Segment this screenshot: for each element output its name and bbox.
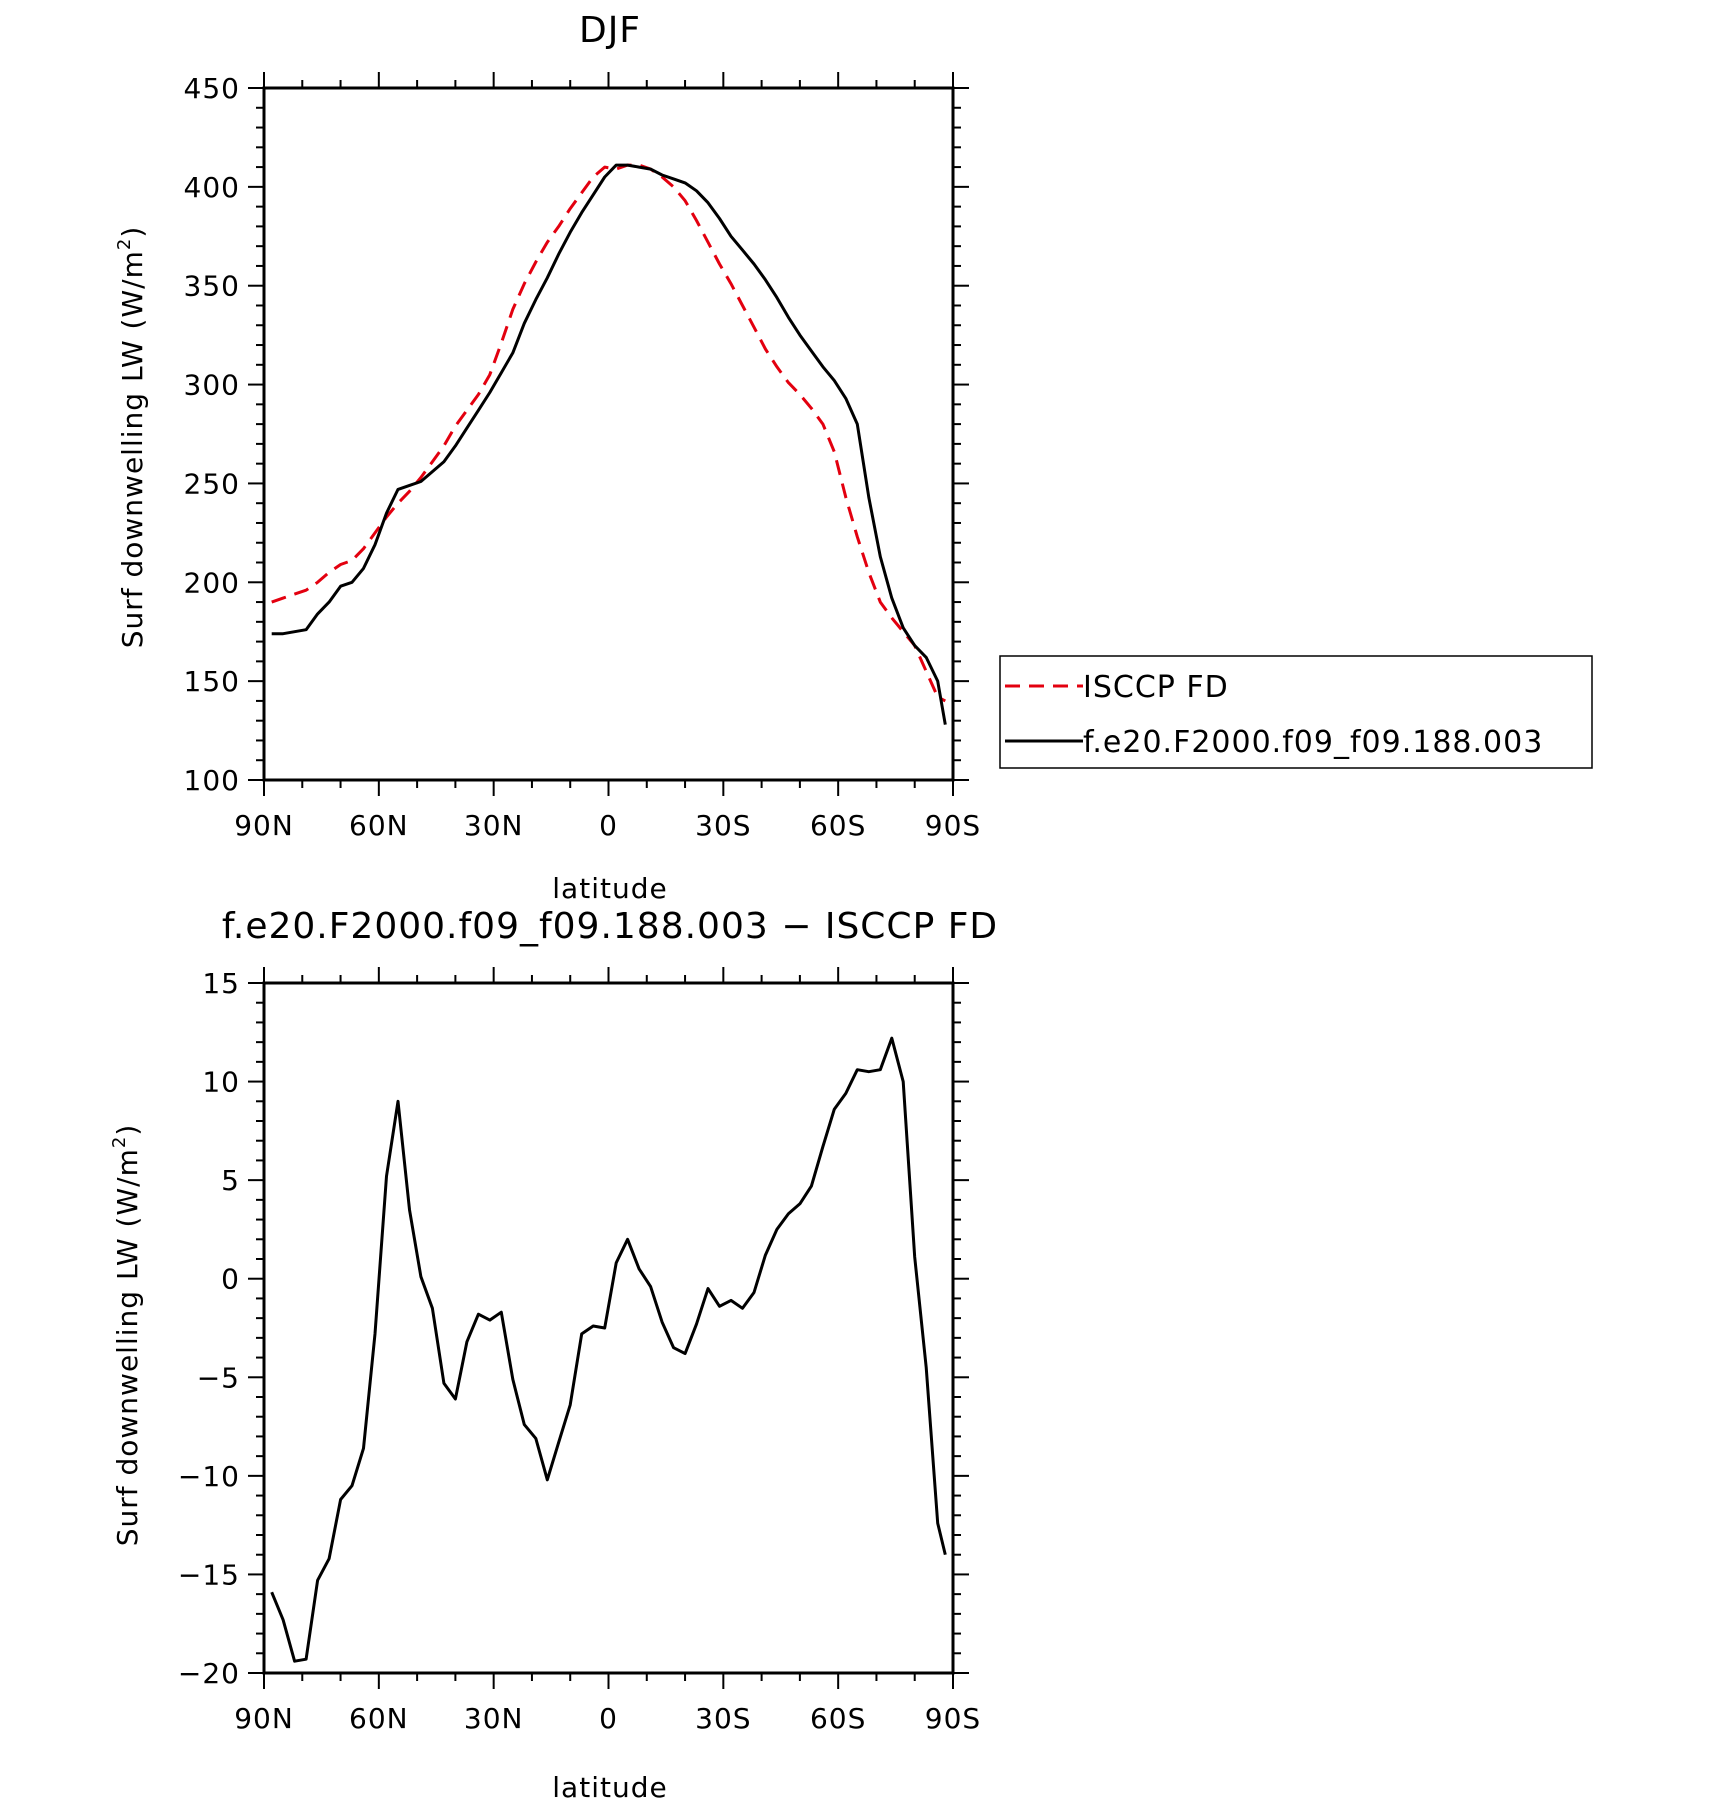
x-tick-label: 60N bbox=[349, 1702, 409, 1735]
top-series bbox=[271, 163, 947, 725]
bottom-series bbox=[270, 1036, 947, 1663]
y-tick-label: 250 bbox=[184, 467, 240, 500]
x-tick-label: 60S bbox=[810, 1702, 866, 1735]
bottom-y-axis-label-main: Surf downwelling LW (W/m bbox=[111, 1148, 144, 1546]
bottom-y-axis-label-sup: 2 bbox=[109, 1136, 130, 1148]
top-title: DJF bbox=[579, 10, 641, 51]
y-tick-label: 0 bbox=[221, 1263, 240, 1296]
bottom-title: f.e20.F2000.f09_f09.188.003 − ISCCP FD bbox=[222, 906, 998, 947]
bottom-y-axis-label-end: ) bbox=[111, 1124, 144, 1136]
x-tick-label: 90N bbox=[234, 809, 294, 842]
x-tick-label: 30N bbox=[464, 1702, 524, 1735]
series-line-model bbox=[271, 163, 947, 725]
legend-label-model: f.e20.F2000.f09_f09.188.003 bbox=[1083, 725, 1543, 760]
x-tick-label: 90S bbox=[925, 1702, 981, 1735]
top-y-axis-label: Surf downwelling LW (W/m2) bbox=[114, 226, 149, 649]
x-tick-label: 30S bbox=[695, 809, 751, 842]
x-tick-label: 30S bbox=[695, 1702, 751, 1735]
legend-label-isccp: ISCCP FD bbox=[1083, 670, 1229, 705]
legend: ISCCP FD f.e20.F2000.f09_f09.188.003 bbox=[999, 655, 1593, 769]
top-x-axis-label: latitude bbox=[552, 872, 667, 905]
top-y-axis-label-sup: 2 bbox=[114, 238, 135, 250]
y-tick-label: 300 bbox=[184, 369, 240, 402]
legend-box bbox=[999, 655, 1593, 769]
y-tick-label: 450 bbox=[184, 72, 240, 105]
y-tick-label: −10 bbox=[178, 1460, 240, 1493]
top-y-axis-label-main: Surf downwelling LW (W/m bbox=[116, 250, 149, 648]
top-axes: 90N 60N 30N 0 30S 60S 90S 100 150 200 250 300 350 400… bbox=[184, 72, 981, 842]
series-line-isccp bbox=[271, 163, 946, 703]
bottom-panel: f.e20.F2000.f09_f09.188.003 − ISCCP FD 9… bbox=[109, 906, 998, 1804]
x-tick-label: 0 bbox=[599, 1702, 618, 1735]
y-tick-label: 5 bbox=[221, 1164, 240, 1197]
x-tick-label: 0 bbox=[599, 809, 618, 842]
plot-frame bbox=[262, 86, 955, 782]
x-tick-label: 90S bbox=[925, 809, 981, 842]
bottom-x-axis-label: latitude bbox=[552, 1771, 667, 1804]
y-tick-label: 150 bbox=[184, 665, 240, 698]
y-tick-label: −5 bbox=[197, 1361, 240, 1394]
y-tick-label: 15 bbox=[202, 967, 240, 1000]
top-panel: DJF 90N 60N 30N 0 30S 60S 90S 100 150 200 250 300 35… bbox=[114, 10, 981, 905]
series-line-difference bbox=[270, 1036, 947, 1663]
bottom-axes: 90N 60N 30N 0 30S 60S 90S −20 −15 −10 −5 0 5 10 15 bbox=[178, 967, 981, 1735]
y-tick-label: −15 bbox=[178, 1558, 240, 1591]
x-tick-label: 60N bbox=[349, 809, 409, 842]
y-tick-label: −20 bbox=[178, 1657, 240, 1690]
y-tick-label: 400 bbox=[184, 171, 240, 204]
top-y-axis-label-end: ) bbox=[116, 226, 149, 238]
x-tick-label: 90N bbox=[234, 1702, 294, 1735]
y-tick-label: 100 bbox=[184, 764, 240, 797]
x-tick-label: 30N bbox=[464, 809, 524, 842]
x-tick-label: 60S bbox=[810, 809, 866, 842]
y-tick-label: 10 bbox=[202, 1066, 240, 1099]
y-tick-label: 200 bbox=[184, 566, 240, 599]
y-tick-label: 350 bbox=[184, 270, 240, 303]
bottom-y-axis-label: Surf downwelling LW (W/m2) bbox=[109, 1124, 144, 1547]
